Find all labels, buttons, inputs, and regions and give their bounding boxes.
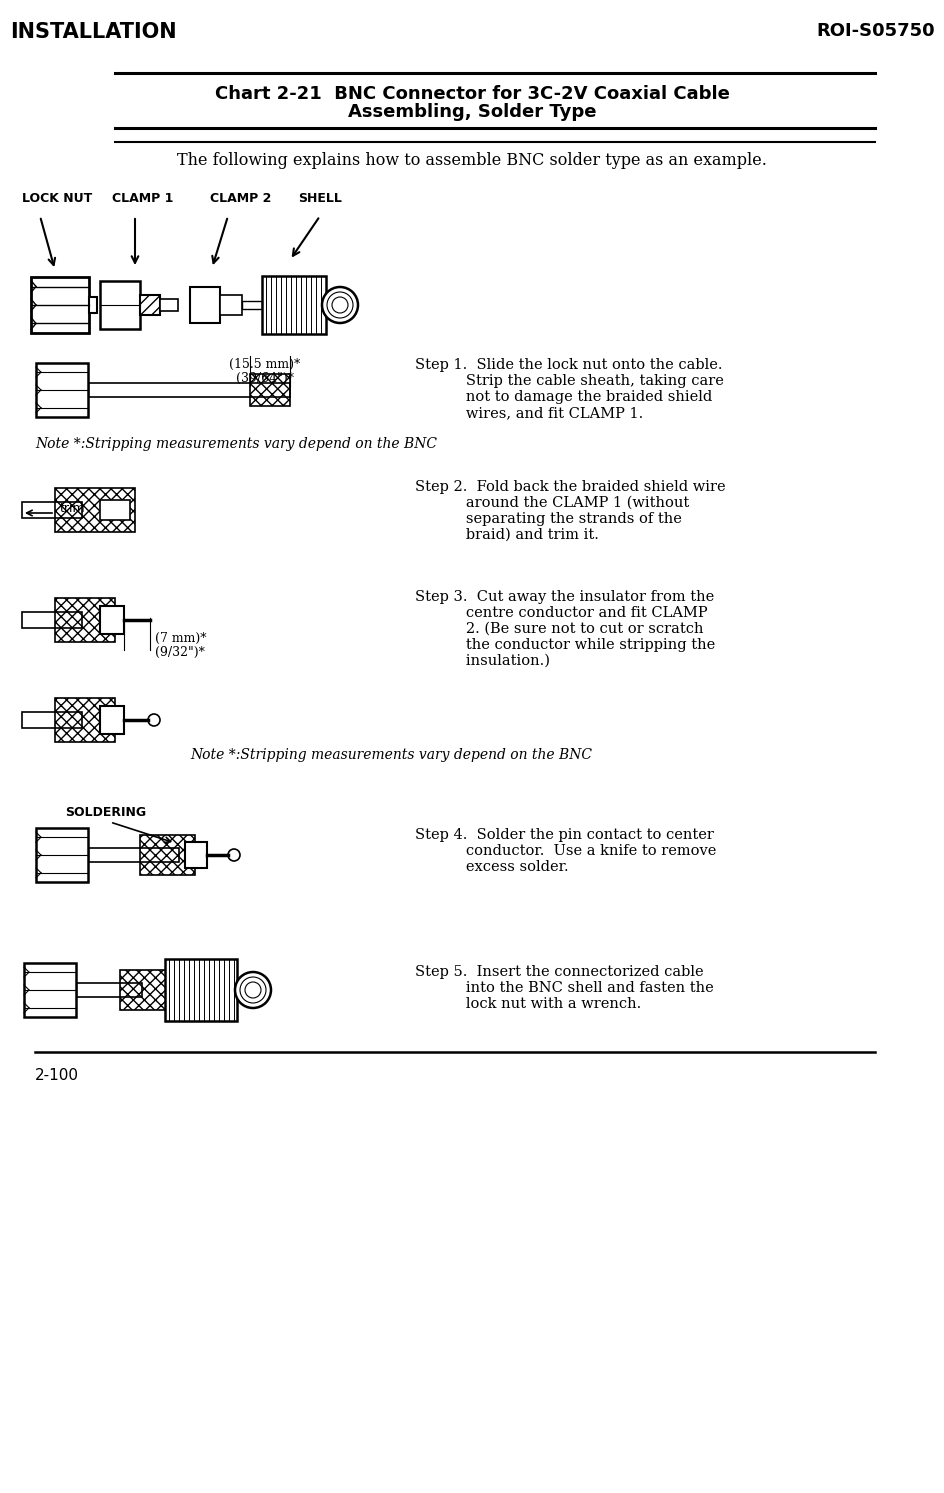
Text: SHELL: SHELL <box>297 193 342 205</box>
Text: ROI-S05750: ROI-S05750 <box>816 22 934 40</box>
Text: INSTALLATION: INSTALLATION <box>10 22 177 42</box>
Circle shape <box>148 714 160 726</box>
Text: LOCK NUT: LOCK NUT <box>22 193 93 205</box>
Bar <box>165 959 237 1021</box>
Bar <box>100 706 124 735</box>
Text: the conductor while stripping the: the conductor while stripping the <box>414 638 715 652</box>
Text: Strip the cable sheath, taking care: Strip the cable sheath, taking care <box>414 375 723 388</box>
Bar <box>250 375 290 406</box>
Text: SOLDERING: SOLDERING <box>65 806 146 820</box>
Text: CLAMP 1: CLAMP 1 <box>112 193 173 205</box>
Text: conductor.  Use a knife to remove: conductor. Use a knife to remove <box>414 844 716 858</box>
Bar <box>89 848 178 861</box>
Text: Step 4.  Solder the pin contact to center: Step 4. Solder the pin contact to center <box>414 829 713 842</box>
Text: Assembling, Solder Type: Assembling, Solder Type <box>347 103 596 121</box>
Bar <box>185 842 207 867</box>
Bar <box>140 835 194 875</box>
Bar <box>55 699 115 742</box>
Text: Step 3.  Cut away the insulator from the: Step 3. Cut away the insulator from the <box>414 590 714 605</box>
Bar <box>22 502 82 518</box>
Text: lock nut with a wrench.: lock nut with a wrench. <box>414 997 641 1011</box>
Bar <box>31 278 89 333</box>
Text: (7 mm)*: (7 mm)* <box>155 632 207 645</box>
Bar <box>140 296 160 315</box>
Text: Note *:Stripping measurements vary depend on the BNC: Note *:Stripping measurements vary depen… <box>190 748 591 761</box>
Text: into the BNC shell and fasten the: into the BNC shell and fasten the <box>414 981 713 994</box>
Bar <box>100 281 140 328</box>
Text: wires, and fit CLAMP 1.: wires, and fit CLAMP 1. <box>414 406 643 420</box>
Bar <box>120 970 170 1009</box>
Text: 2-100: 2-100 <box>35 1067 79 1082</box>
Text: (39/64")*: (39/64")* <box>236 372 294 385</box>
Text: not to damage the braided shield: not to damage the braided shield <box>414 390 712 405</box>
Bar <box>220 296 242 315</box>
Bar <box>24 963 76 1017</box>
Bar <box>89 384 290 397</box>
Bar <box>76 982 142 997</box>
Text: around the CLAMP 1 (without: around the CLAMP 1 (without <box>414 496 688 511</box>
Bar <box>36 363 88 417</box>
Text: Chart 2-21  BNC Connector for 3C-2V Coaxial Cable: Chart 2-21 BNC Connector for 3C-2V Coaxi… <box>214 85 729 103</box>
Circle shape <box>235 972 271 1008</box>
Bar <box>22 712 82 729</box>
Bar <box>36 829 88 882</box>
Text: separating the strands of the: separating the strands of the <box>414 512 682 526</box>
Text: Step 5.  Insert the connectorized cable: Step 5. Insert the connectorized cable <box>414 964 703 979</box>
Text: 2. (Be sure not to cut or scratch: 2. (Be sure not to cut or scratch <box>414 623 702 636</box>
Bar <box>22 612 82 629</box>
Text: trim: trim <box>59 503 86 515</box>
Text: centre conductor and fit CLAMP: centre conductor and fit CLAMP <box>414 606 707 620</box>
Bar <box>190 287 220 322</box>
Text: The following explains how to assemble BNC solder type as an example.: The following explains how to assemble B… <box>177 152 767 169</box>
Text: (9/32")*: (9/32")* <box>155 646 205 658</box>
Text: (15.5 mm)*: (15.5 mm)* <box>229 358 300 370</box>
Bar <box>261 276 326 334</box>
Bar <box>55 599 115 642</box>
Bar <box>242 302 261 309</box>
Text: Note *:Stripping measurements vary depend on the BNC: Note *:Stripping measurements vary depen… <box>35 437 436 451</box>
Text: excess solder.: excess solder. <box>414 860 568 873</box>
Bar <box>100 606 124 635</box>
Bar <box>160 299 177 311</box>
Text: braid) and trim it.: braid) and trim it. <box>414 529 598 542</box>
Bar <box>100 500 130 520</box>
Text: CLAMP 2: CLAMP 2 <box>210 193 271 205</box>
Text: Step 2.  Fold back the braided shield wire: Step 2. Fold back the braided shield wir… <box>414 481 725 494</box>
Bar <box>89 297 97 314</box>
Text: insulation.): insulation.) <box>414 654 549 667</box>
Text: Step 1.  Slide the lock nut onto the cable.: Step 1. Slide the lock nut onto the cabl… <box>414 358 722 372</box>
Bar <box>55 488 135 532</box>
Circle shape <box>228 850 240 861</box>
Circle shape <box>322 287 358 322</box>
